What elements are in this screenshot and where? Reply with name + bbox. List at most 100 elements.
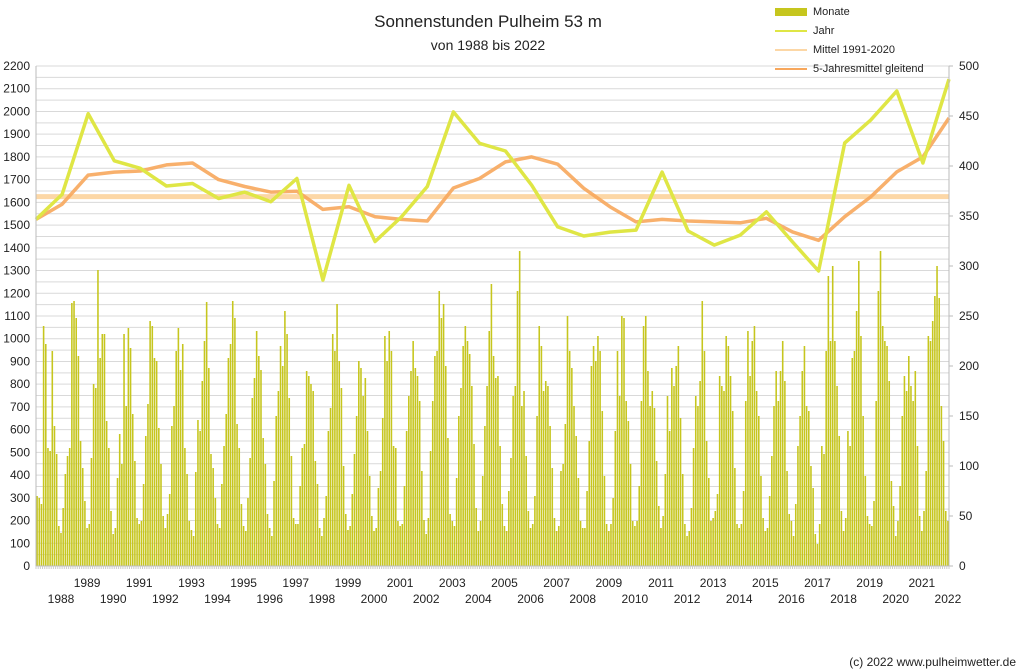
month-bar — [944, 511, 947, 566]
month-bar — [201, 381, 204, 566]
month-bar — [577, 478, 580, 566]
month-bar — [621, 316, 623, 566]
month-bar — [916, 446, 919, 566]
month-bar — [240, 504, 243, 566]
month-bar — [505, 531, 508, 566]
month-bar — [444, 366, 447, 566]
month-bar — [299, 486, 301, 566]
month-bar — [175, 351, 177, 566]
x-tick-label: 2003 — [439, 576, 466, 590]
right-tick-label: 350 — [959, 209, 979, 223]
month-bar — [397, 521, 399, 566]
month-bar — [758, 416, 760, 566]
month-bar — [329, 408, 332, 566]
month-bar — [171, 426, 173, 566]
left-tick-label: 1400 — [3, 241, 30, 255]
left-tick-label: 2200 — [3, 59, 30, 73]
month-bar — [614, 431, 617, 566]
month-bar — [410, 371, 412, 566]
month-bar — [742, 491, 745, 566]
month-bar — [434, 356, 436, 566]
month-bar — [644, 316, 647, 566]
month-bar — [855, 311, 858, 566]
month-bar — [594, 361, 597, 566]
month-bar — [136, 518, 138, 566]
month-bar — [888, 381, 891, 566]
month-bar — [729, 376, 732, 566]
month-bar — [699, 381, 701, 566]
month-bar — [503, 526, 506, 566]
month-bar — [879, 251, 882, 566]
month-bar — [534, 496, 536, 566]
right-tick-label: 500 — [959, 59, 979, 73]
month-bar — [568, 351, 571, 566]
month-bar — [775, 371, 777, 566]
month-bar — [768, 496, 771, 566]
chart-subtitle: von 1988 bis 2022 — [430, 37, 546, 53]
month-bar — [910, 386, 912, 566]
month-bar — [79, 441, 82, 566]
month-bar — [166, 514, 169, 566]
month-bar — [349, 526, 351, 566]
month-bar — [871, 526, 873, 566]
month-bar — [494, 378, 497, 566]
month-bar — [751, 341, 754, 566]
month-bar — [86, 528, 88, 566]
month-bar — [108, 448, 110, 566]
month-bar — [781, 341, 784, 566]
month-bar — [394, 448, 397, 566]
month-bar — [214, 498, 217, 566]
month-bar — [599, 351, 601, 566]
month-bar — [138, 524, 141, 566]
legend-item-jahr: Jahr — [775, 21, 924, 40]
month-bar — [860, 336, 862, 566]
month-bar — [462, 346, 464, 566]
month-bar — [664, 474, 667, 566]
month-bar — [525, 456, 527, 566]
month-bar — [471, 386, 473, 566]
x-tick-label: 2020 — [882, 592, 909, 606]
month-bar — [510, 458, 512, 566]
month-bar — [275, 416, 277, 566]
month-bar — [458, 416, 460, 566]
month-bar — [314, 461, 317, 566]
month-bar — [373, 531, 375, 566]
month-bar — [723, 391, 725, 566]
month-bar — [812, 488, 814, 566]
x-tick-label: 1997 — [282, 576, 309, 590]
month-bar — [208, 368, 210, 566]
month-bar — [777, 401, 780, 566]
x-tick-label: 1994 — [204, 592, 231, 606]
month-bar — [697, 406, 699, 566]
x-tick-label: 1991 — [126, 576, 153, 590]
month-bar — [427, 518, 430, 566]
x-tick-label: 2021 — [908, 576, 935, 590]
month-bar — [218, 528, 221, 566]
month-bar — [390, 351, 393, 566]
month-bar — [842, 531, 845, 566]
month-bar — [153, 358, 156, 566]
month-bar — [438, 291, 441, 566]
month-bar — [734, 468, 736, 566]
month-bar — [527, 511, 530, 566]
month-bar — [673, 386, 675, 566]
month-bar — [851, 358, 854, 566]
month-bar — [227, 358, 230, 566]
month-bar — [721, 386, 723, 566]
x-tick-label: 2000 — [361, 592, 388, 606]
month-bar — [938, 298, 941, 566]
month-bar — [162, 516, 164, 566]
month-bar — [53, 426, 56, 566]
left-tick-label: 500 — [10, 445, 30, 459]
month-bar — [866, 516, 869, 566]
month-bar — [188, 521, 191, 566]
left-tick-label: 900 — [10, 354, 30, 368]
month-bar — [668, 431, 671, 566]
right-tick-label: 250 — [959, 309, 979, 323]
month-bar — [786, 471, 788, 566]
month-bar — [914, 371, 917, 566]
left-tick-label: 600 — [10, 423, 30, 437]
month-bar — [531, 524, 534, 566]
month-bar — [647, 371, 649, 566]
left-tick-label: 300 — [10, 491, 30, 505]
